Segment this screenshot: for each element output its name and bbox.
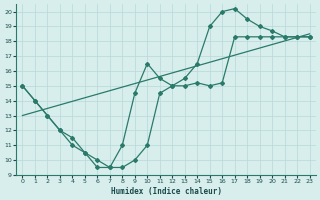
X-axis label: Humidex (Indice chaleur): Humidex (Indice chaleur)	[110, 187, 221, 196]
